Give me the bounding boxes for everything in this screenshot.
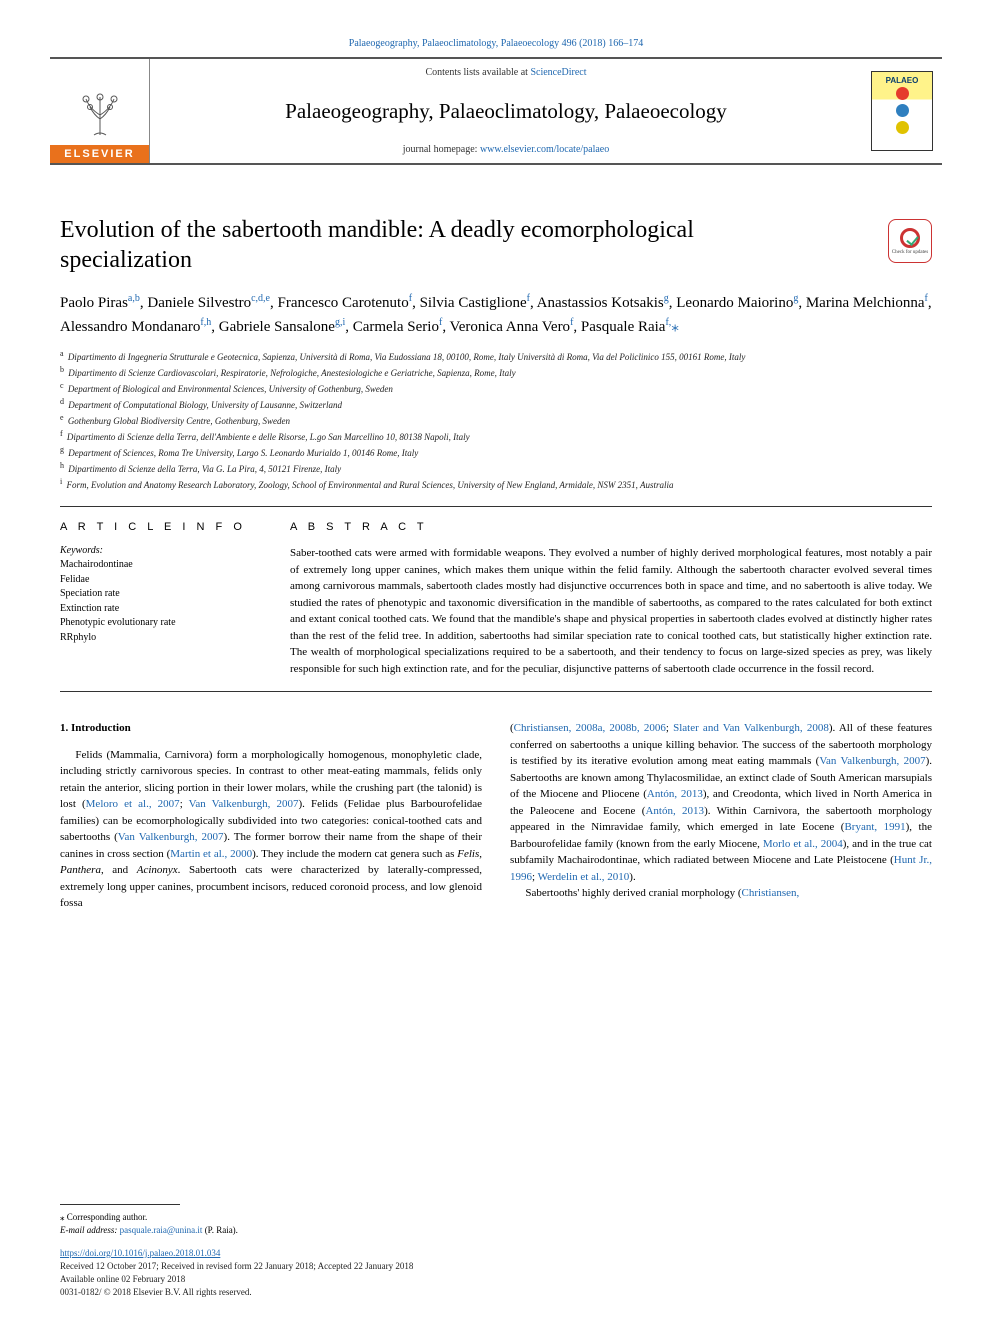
journal-homepage-link[interactable]: www.elsevier.com/locate/palaeo — [480, 144, 609, 155]
divider — [60, 691, 932, 692]
homepage-prefix: journal homepage: — [403, 144, 480, 155]
body-paragraph: Felids (Mammalia, Carnivora) form a morp… — [60, 747, 482, 912]
corresponding-author-note: ⁎ Corresponding author. — [60, 1211, 932, 1224]
keywords-list: MachairodontinaeFelidaeSpeciation rateEx… — [60, 558, 266, 645]
abstract-column: A B S T R A C T Saber-toothed cats were … — [290, 521, 932, 677]
doi-link[interactable]: https://doi.org/10.1016/j.palaeo.2018.01… — [60, 1247, 932, 1260]
contents-prefix: Contents lists available at — [425, 67, 530, 78]
email-label: E-mail address: — [60, 1225, 117, 1235]
section-heading: 1. Introduction — [60, 720, 482, 737]
article-history: Received 12 October 2017; Received in re… — [60, 1260, 932, 1273]
cover-thumbnail-area: PALAEO — [862, 59, 942, 163]
cover-label: PALAEO — [886, 76, 919, 85]
corresponding-email[interactable]: pasquale.raia@unina.it — [120, 1225, 203, 1235]
body-paragraph: (Christiansen, 2008a, 2008b, 2006; Slate… — [510, 720, 932, 885]
cover-dot — [896, 121, 909, 134]
keywords-label: Keywords: — [60, 545, 266, 556]
crossmark-badge[interactable]: Check for updates — [888, 219, 932, 263]
available-online: Available online 02 February 2018 — [60, 1273, 932, 1286]
author-list: Paolo Pirasa,b, Daniele Silvestroc,d,e, … — [60, 291, 932, 338]
article-info-column: A R T I C L E I N F O Keywords: Machairo… — [60, 521, 290, 677]
journal-masthead: ELSEVIER Contents lists available at Sci… — [50, 57, 942, 165]
cover-dot — [896, 104, 909, 117]
copyright-line: 0031-0182/ © 2018 Elsevier B.V. All righ… — [60, 1286, 932, 1299]
cover-dot — [896, 87, 909, 100]
journal-homepage-line: journal homepage: www.elsevier.com/locat… — [403, 144, 610, 155]
body-text: 1. Introduction Felids (Mammalia, Carniv… — [60, 720, 932, 912]
elsevier-wordmark: ELSEVIER — [50, 145, 149, 163]
masthead-center: Contents lists available at ScienceDirec… — [150, 59, 862, 163]
page-footer: ⁎ Corresponding author. E-mail address: … — [60, 1204, 932, 1299]
sciencedirect-link[interactable]: ScienceDirect — [530, 67, 586, 78]
body-paragraph: Sabertooths' highly derived cranial morp… — [510, 885, 932, 902]
publisher-logo-area: ELSEVIER — [50, 59, 150, 163]
contents-available-line: Contents lists available at ScienceDirec… — [425, 67, 586, 78]
crossmark-caption: Check for updates — [892, 250, 928, 255]
journal-cover-thumb: PALAEO — [871, 71, 933, 151]
abstract-text: Saber-toothed cats were armed with formi… — [290, 545, 932, 677]
elsevier-tree-icon — [50, 81, 149, 145]
article-info-heading: A R T I C L E I N F O — [60, 521, 266, 533]
email-attribution: (P. Raia). — [205, 1225, 238, 1235]
running-head: Palaeogeography, Palaeoclimatology, Pala… — [0, 0, 992, 57]
crossmark-check-icon — [900, 228, 920, 248]
abstract-heading: A B S T R A C T — [290, 521, 932, 533]
journal-title: Palaeogeography, Palaeoclimatology, Pala… — [285, 99, 727, 124]
divider — [60, 506, 932, 507]
email-line: E-mail address: pasquale.raia@unina.it (… — [60, 1224, 932, 1237]
affiliation-list: a Dipartimento di Ingegneria Strutturale… — [60, 348, 932, 492]
article-title: Evolution of the sabertooth mandible: A … — [60, 215, 820, 275]
